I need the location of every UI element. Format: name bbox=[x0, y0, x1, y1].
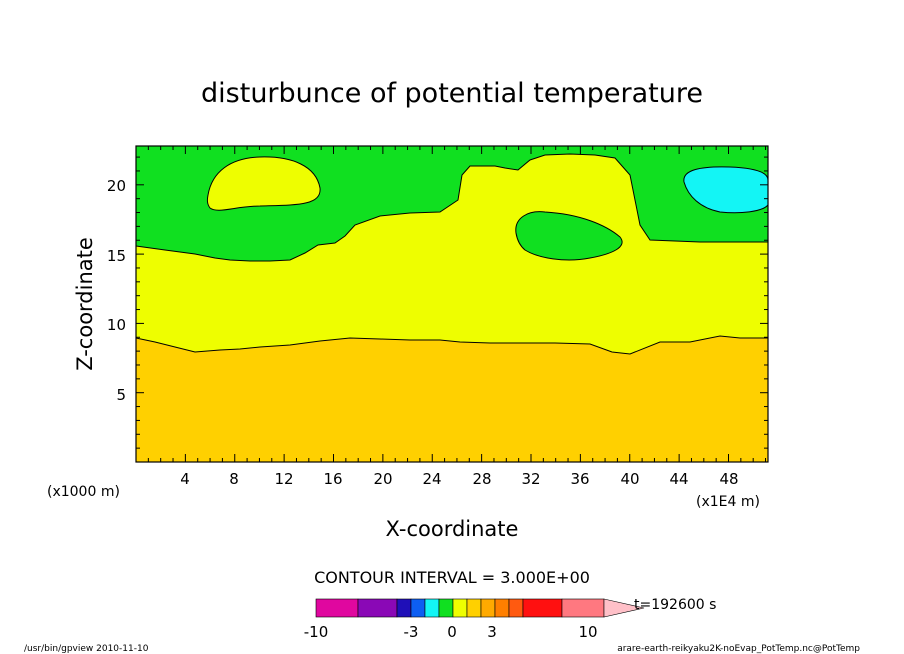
x-tick-label: 48 bbox=[719, 470, 738, 488]
colorbar-swatch bbox=[561, 598, 605, 618]
colorbar-extension-arrow bbox=[603, 598, 645, 618]
chart-title: disturbunce of potential temperature bbox=[201, 78, 703, 109]
x-tick-label: 32 bbox=[521, 470, 540, 488]
colorbar-swatch bbox=[438, 598, 454, 618]
colorbar-tick-labels: -10 -3 0 3 10 bbox=[304, 623, 598, 641]
x-tick-label: 28 bbox=[472, 470, 491, 488]
y-axis-label: Z-coordinate bbox=[73, 237, 97, 371]
colorbar-swatch bbox=[410, 598, 426, 618]
colorbar-swatch bbox=[522, 598, 563, 618]
x-tick-label: 20 bbox=[373, 470, 392, 488]
colorbar-swatch bbox=[494, 598, 510, 618]
x-tick-label: 16 bbox=[323, 470, 342, 488]
yellow-cell-left bbox=[206, 156, 321, 211]
x-tick-label: 36 bbox=[570, 470, 589, 488]
x-tick-label: 4 bbox=[180, 470, 190, 488]
x-tick-label: 40 bbox=[620, 470, 639, 488]
y-unit-note: (x1E4 m) bbox=[696, 494, 760, 510]
x-tick-label: 8 bbox=[229, 470, 239, 488]
colorbar-tick-label: 10 bbox=[578, 623, 597, 641]
colorbar-tick-label: 0 bbox=[447, 623, 457, 641]
colorbar-tick-label: -10 bbox=[304, 623, 329, 641]
x-tick-labels: 4 8 12 16 20 24 28 32 36 40 44 48 bbox=[180, 470, 738, 488]
footer-right: arare-earth-reikyaku2K-noEvap_PotTemp.nc… bbox=[617, 644, 860, 654]
colorbar-swatch bbox=[315, 598, 359, 618]
colorbar-swatch bbox=[452, 598, 468, 618]
x-unit-note: (x1000 m) bbox=[47, 484, 120, 500]
y-tick-label: 15 bbox=[107, 247, 126, 265]
x-tick-label: 12 bbox=[274, 470, 293, 488]
colorbar-swatch bbox=[508, 598, 524, 618]
plot-area bbox=[135, 145, 769, 463]
contour-interval-text: CONTOUR INTERVAL = 3.000E+00 bbox=[314, 568, 590, 587]
time-label: t=192600 s bbox=[634, 597, 716, 613]
footer-left: /usr/bin/gpview 2010-11-10 bbox=[24, 644, 149, 654]
colorbar-swatch bbox=[424, 598, 440, 618]
colorbar-tick-label: 3 bbox=[487, 623, 497, 641]
colorbar-swatch bbox=[357, 598, 398, 618]
y-tick-label: 5 bbox=[116, 386, 126, 404]
colorbar-swatch bbox=[480, 598, 496, 618]
x-tick-label: 24 bbox=[422, 470, 441, 488]
green-cell-center bbox=[515, 211, 623, 261]
x-tick-label: 44 bbox=[669, 470, 688, 488]
axis-ticks bbox=[135, 146, 768, 463]
colorbar bbox=[315, 598, 645, 618]
y-tick-labels: 5 10 15 20 bbox=[107, 177, 126, 404]
x-axis-label: X-coordinate bbox=[386, 517, 519, 541]
colorbar-swatch bbox=[466, 598, 482, 618]
y-tick-label: 20 bbox=[107, 177, 126, 195]
y-tick-label: 10 bbox=[107, 316, 126, 334]
colorbar-tick-label: -3 bbox=[404, 623, 419, 641]
colorbar-swatch bbox=[396, 598, 412, 618]
contour-line-upper bbox=[135, 153, 768, 262]
contour-line-lower bbox=[135, 335, 768, 355]
plot-frame bbox=[135, 145, 769, 463]
